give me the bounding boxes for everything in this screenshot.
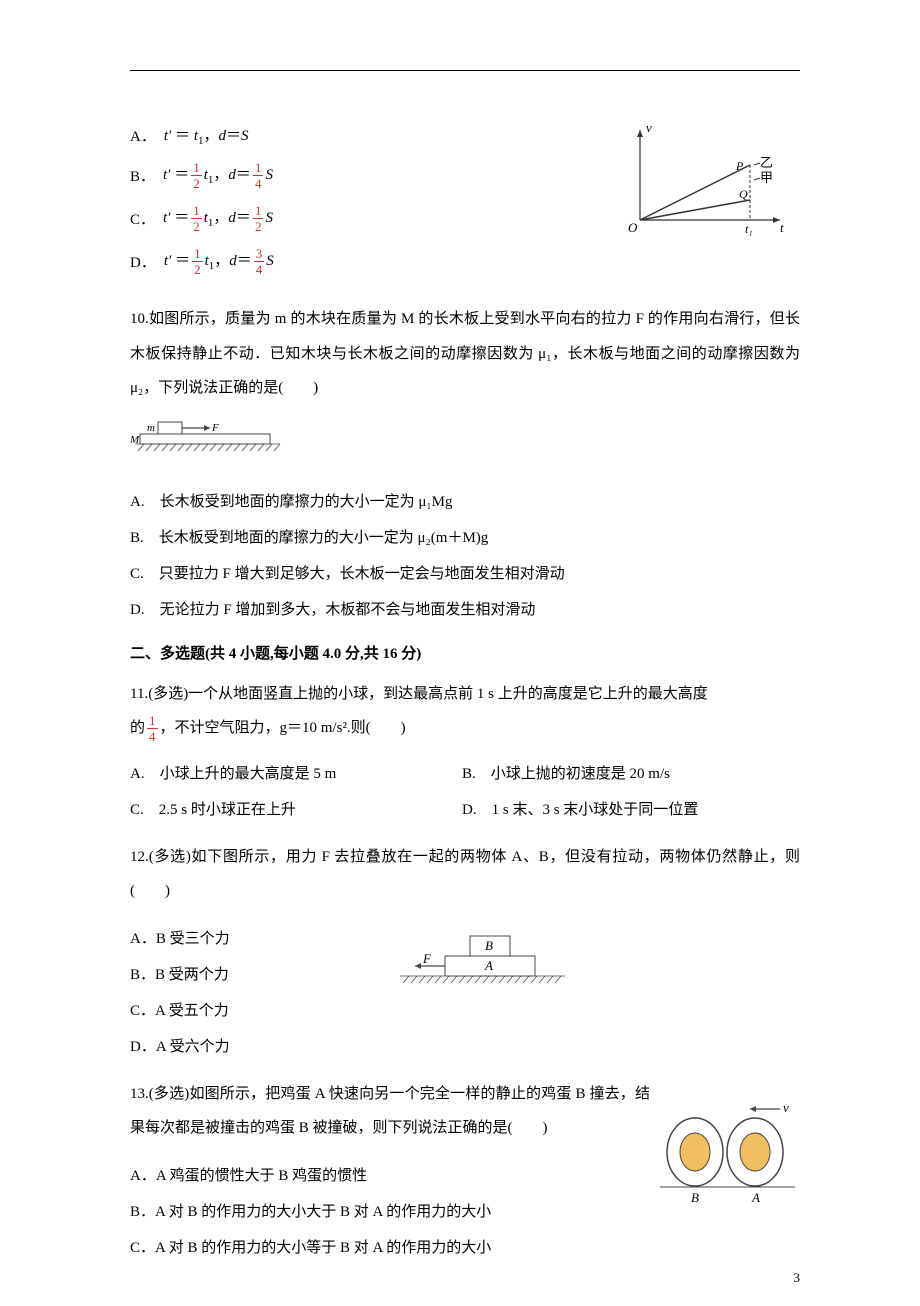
- question-13: 13.(多选)如图所示，把鸡蛋 A 快速向另一个完全一样的静止的鸡蛋 B 撞去，…: [130, 1077, 800, 1266]
- question-11-line2: 的 14 ，不计空气阻力，g＝10 m/s².则( ): [130, 711, 800, 746]
- q9-option-c: C． t′ ＝12t1，d＝12S: [130, 204, 590, 233]
- question-9: A． t′ ＝ t1，d＝S B． t′ ＝12t1，d＝14S C． t′ ＝…: [130, 110, 800, 290]
- q12-option-c: C．A 受五个力: [130, 993, 330, 1029]
- svg-text:O: O: [628, 220, 638, 235]
- question-12-text: 12.(多选)如下图所示，用力 F 去拉叠放在一起的两物体 A、B，但没有拉动，…: [130, 840, 800, 909]
- option-label: A．: [130, 125, 156, 146]
- q13-option-c: C．A 对 B 的作用力的大小等于 B 对 A 的作用力的大小: [130, 1230, 800, 1266]
- svg-text:F: F: [422, 951, 432, 966]
- q11-option-a: A. 小球上升的最大高度是 5 m: [130, 756, 458, 792]
- q11-option-c: C. 2.5 s 时小球正在上升: [130, 792, 458, 828]
- svg-text:B: B: [691, 1190, 699, 1205]
- svg-text:B: B: [485, 938, 493, 953]
- q11-option-d: D. 1 s 末、3 s 末小球处于同一位置: [462, 792, 790, 828]
- q11-options-cd: C. 2.5 s 时小球正在上升 D. 1 s 末、3 s 末小球处于同一位置: [130, 792, 800, 828]
- svg-text:t₁: t₁: [745, 222, 753, 236]
- svg-text:v: v: [783, 1100, 789, 1115]
- option-label: C．: [130, 208, 155, 229]
- question-10-text: 10.如图所示，质量为 m 的木块在质量为 M 的长木板上受到水平向右的拉力 F…: [130, 302, 800, 406]
- q9-option-b: B． t′ ＝12t1，d＝14S: [130, 161, 590, 190]
- section-2-title: 二、多选题(共 4 小题,每小题 4.0 分,共 16 分): [130, 642, 800, 663]
- option-label: D．: [130, 251, 156, 272]
- svg-text:A: A: [484, 958, 493, 973]
- q11-suffix: ，不计空气阻力，g＝10 m/s².则( ): [160, 711, 406, 746]
- q10-option-b: B. 长木板受到地面的摩擦力的大小一定为 μ₂(m＋M)g: [130, 520, 800, 556]
- q10-option-a: A. 长木板受到地面的摩擦力的大小一定为 μ₁Mg: [130, 484, 800, 520]
- q12-options: A．B 受三个力 B．B 受两个力 C．A 受五个力 D．A 受六个力: [130, 921, 330, 1065]
- q11-option-b: B. 小球上抛的初速度是 20 m/s: [462, 756, 790, 792]
- svg-text:A: A: [751, 1190, 760, 1205]
- svg-text:t: t: [780, 220, 784, 235]
- option-label: B．: [130, 165, 155, 186]
- q11-options-ab: A. 小球上升的最大高度是 5 m B. 小球上抛的初速度是 20 m/s: [130, 756, 800, 792]
- page-number: 3: [794, 1270, 801, 1286]
- svg-text:Q: Q: [739, 187, 748, 201]
- q13-diagram: v B A: [655, 1097, 800, 1212]
- q10-option-c: C. 只要拉力 F 增大到足够大，长木板一定会与地面发生相对滑动: [130, 556, 800, 592]
- q12-diagram: B A F: [390, 931, 580, 1001]
- svg-text:v: v: [646, 120, 652, 135]
- question-11-line1: 11.(多选)一个从地面竖直上抛的小球，到达最高点前 1 s 上升的高度是它上升…: [130, 677, 800, 712]
- q12-option-b: B．B 受两个力: [130, 957, 330, 993]
- q9-option-d: D． t′ ＝12t1，d＝34S: [130, 247, 590, 276]
- q9-option-a: A． t′ ＝ t1，d＝S: [130, 124, 590, 147]
- svg-text:乙: 乙: [760, 155, 773, 170]
- q12-option-d: D．A 受六个力: [130, 1029, 330, 1065]
- svg-text:F: F: [211, 422, 219, 434]
- q10-option-d: D. 无论拉力 F 增加到多大，木板都不会与地面发生相对滑动: [130, 592, 800, 628]
- svg-text:m: m: [147, 422, 155, 434]
- svg-text:甲: 甲: [760, 170, 773, 185]
- q12-body: A．B 受三个力 B．B 受两个力 C．A 受五个力 D．A 受六个力 B A …: [130, 921, 800, 1065]
- svg-text:P: P: [735, 159, 744, 173]
- q9-velocity-graph: v O t t₁ P Q 乙 甲: [620, 120, 800, 245]
- q12-option-a: A．B 受三个力: [130, 921, 330, 957]
- top-rule: [130, 70, 800, 71]
- q9-options: A． t′ ＝ t1，d＝S B． t′ ＝12t1，d＝14S C． t′ ＝…: [130, 110, 590, 290]
- q11-prefix: 的: [130, 711, 145, 746]
- q10-diagram: m M F: [130, 418, 800, 468]
